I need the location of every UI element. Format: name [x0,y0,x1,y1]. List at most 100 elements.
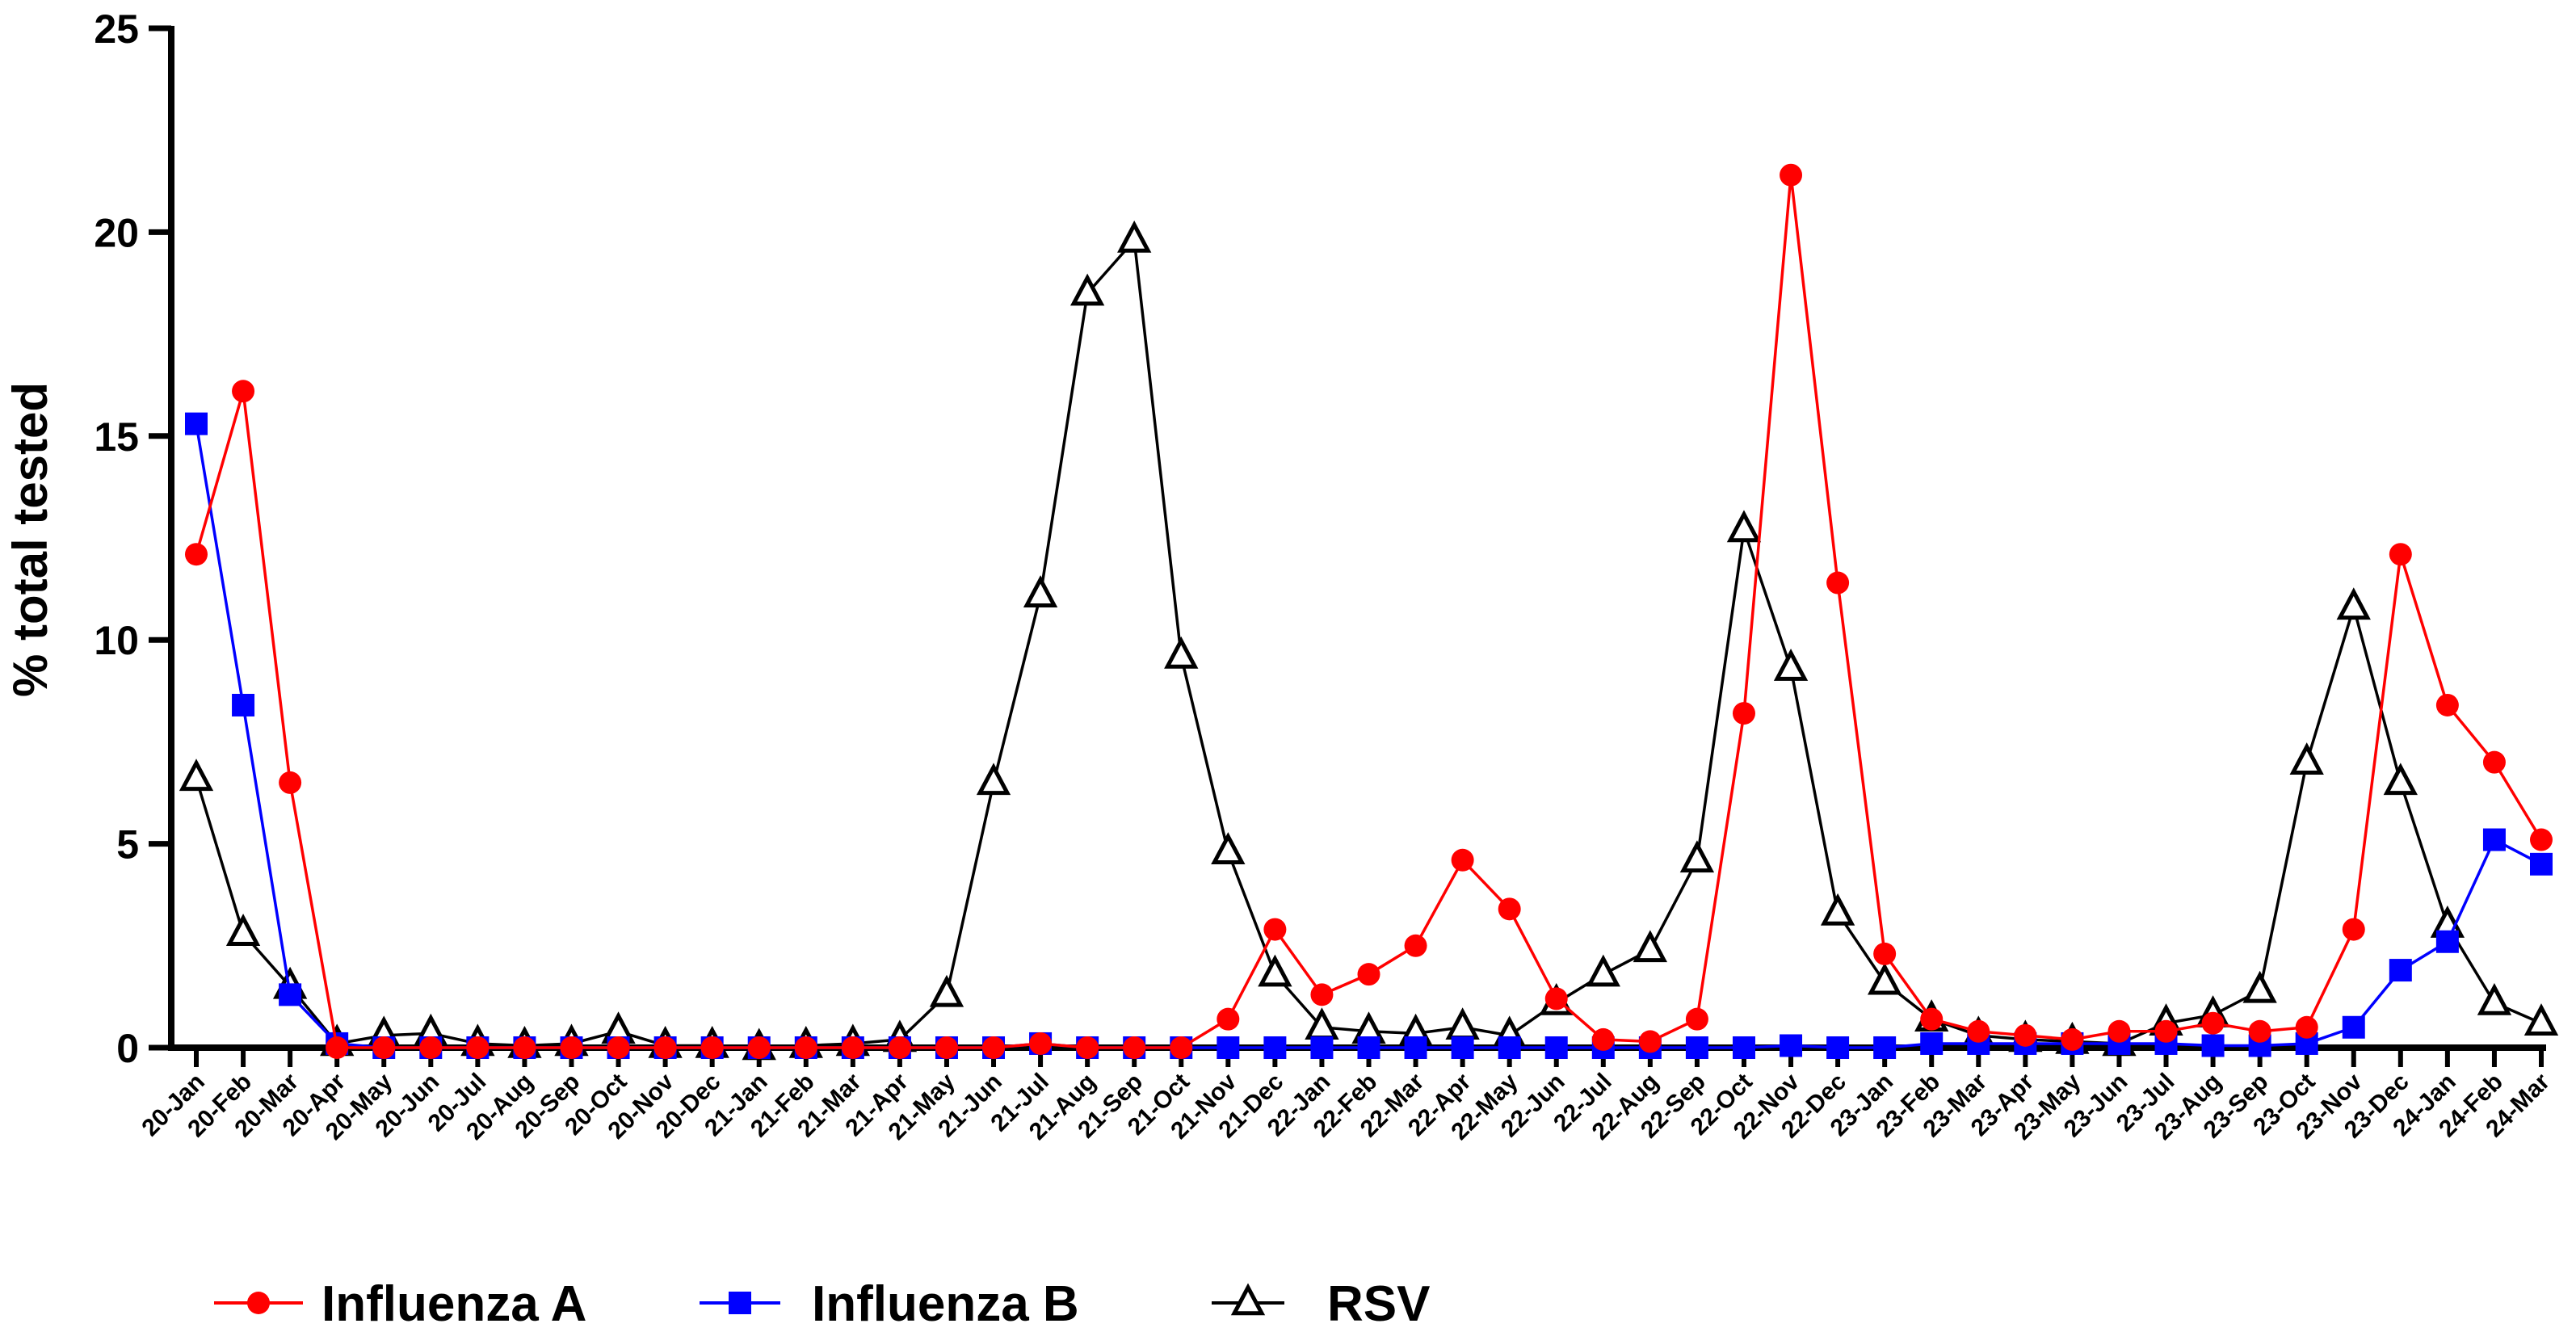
data-point-influenza-a [1123,1036,1146,1059]
data-point-influenza-b [1217,1036,1240,1059]
y-tick-label: 20 [94,210,139,255]
data-point-influenza-b [1404,1036,1427,1059]
series-influenza-a [185,163,2553,1059]
data-point-influenza-b [232,693,255,716]
data-point-influenza-a [372,1036,396,1059]
data-point-influenza-b [2482,828,2506,851]
data-point-influenza-a [1357,963,1380,986]
legend-item-rsv: RSV [1212,1276,1430,1332]
data-point-influenza-a [1873,942,1897,965]
data-point-rsv [2523,1003,2559,1036]
y-tick-label: 10 [94,618,139,663]
data-point-influenza-a [2482,750,2506,774]
data-point-influenza-b [1685,1036,1708,1059]
data-point-rsv [1069,273,1105,306]
data-point-influenza-a [1544,987,1568,1011]
data-point-influenza-b [1826,1036,1850,1059]
data-point-influenza-a [747,1036,771,1059]
data-point-rsv [225,914,261,946]
data-point-influenza-a [1638,1030,1662,1053]
data-point-influenza-a [2295,1015,2318,1039]
legend-marker-influenza-a [247,1292,270,1314]
data-point-rsv [1679,840,1715,873]
y-tick-label: 0 [116,1026,139,1071]
data-point-influenza-a [232,380,255,403]
series-line-influenza-a [195,174,2543,1049]
data-point-influenza-a [1685,1007,1708,1031]
data-point-influenza-a [888,1036,911,1059]
data-point-rsv [1820,893,1855,926]
legend-label-influenza-a: Influenza A [321,1276,586,1332]
y-axis-label: % total tested [3,382,57,697]
data-point-influenza-a [2154,1019,2178,1043]
data-point-influenza-a [1310,983,1334,1006]
series-line-influenza-b [195,423,2542,1049]
data-point-influenza-b [1780,1034,1803,1057]
data-point-influenza-a [326,1036,349,1059]
data-point-rsv [1117,220,1152,253]
data-point-rsv [1726,510,1762,543]
data-point-rsv [2289,742,2324,775]
data-point-influenza-a [1263,918,1287,941]
data-point-influenza-b [1310,1036,1334,1059]
data-point-influenza-a [935,1036,958,1059]
legend: Influenza A Influenza B RSV [214,1276,1430,1332]
data-point-influenza-a [1404,934,1427,957]
data-point-influenza-a [1780,163,1803,187]
data-point-influenza-a [1451,848,1474,872]
axes: 051015202520-Jan20-Feb20-Mar20-Apr20-May… [94,6,2555,1145]
data-point-influenza-a [794,1036,817,1059]
data-point-influenza-a [279,771,302,794]
data-point-influenza-a [1029,1032,1053,1055]
data-point-influenza-b [1732,1036,1755,1059]
data-point-rsv [2383,763,2418,796]
data-point-influenza-b [2530,852,2553,876]
data-point-influenza-a [2107,1019,2131,1043]
data-point-influenza-b [1263,1036,1287,1059]
data-point-influenza-a [513,1036,536,1059]
data-point-influenza-a [185,543,208,566]
legend-marker-rsv [1230,1283,1266,1316]
y-tick-label: 5 [116,822,139,868]
series-layer [179,163,2559,1061]
data-point-influenza-a [2014,1023,2037,1047]
data-point-influenza-a [1498,897,1521,921]
data-point-rsv [1586,954,1620,987]
data-point-influenza-a [1170,1036,1193,1059]
data-point-influenza-a [2248,1019,2271,1043]
data-point-influenza-a [560,1036,583,1059]
data-point-rsv [1633,930,1668,963]
data-point-influenza-a [2061,1027,2084,1051]
legend-label-influenza-b: Influenza B [812,1276,1079,1332]
series-rsv [179,220,2559,1061]
legend-marker-influenza-b [729,1292,751,1314]
data-point-rsv [1445,1007,1480,1040]
data-point-influenza-a [841,1036,864,1059]
data-point-influenza-a [700,1036,724,1059]
data-point-influenza-a [2530,828,2553,851]
series-line-rsv [195,237,2542,1049]
data-point-influenza-b [2201,1034,2225,1057]
data-point-rsv [1868,962,1902,995]
data-point-influenza-a [653,1036,677,1059]
data-point-influenza-b [1357,1036,1380,1059]
data-point-influenza-b [2435,930,2459,953]
legend-label-rsv: RSV [1327,1276,1430,1332]
y-tick-label: 15 [94,414,139,460]
data-point-influenza-a [1217,1007,1240,1031]
data-point-influenza-a [2342,918,2365,941]
data-point-influenza-b [185,412,208,435]
data-point-rsv [2477,982,2512,1015]
legend-item-influenza-b: Influenza B [700,1276,1079,1332]
data-point-influenza-b [1873,1036,1897,1059]
data-point-influenza-b [1544,1036,1568,1059]
legend-item-influenza-a: Influenza A [214,1276,586,1332]
data-point-rsv [1023,575,1058,607]
data-point-influenza-a [982,1036,1006,1059]
data-point-influenza-a [607,1036,630,1059]
data-point-influenza-b [1920,1032,1944,1055]
data-point-rsv [2242,970,2277,1003]
data-point-influenza-a [1591,1027,1615,1051]
data-point-rsv [929,974,964,1007]
